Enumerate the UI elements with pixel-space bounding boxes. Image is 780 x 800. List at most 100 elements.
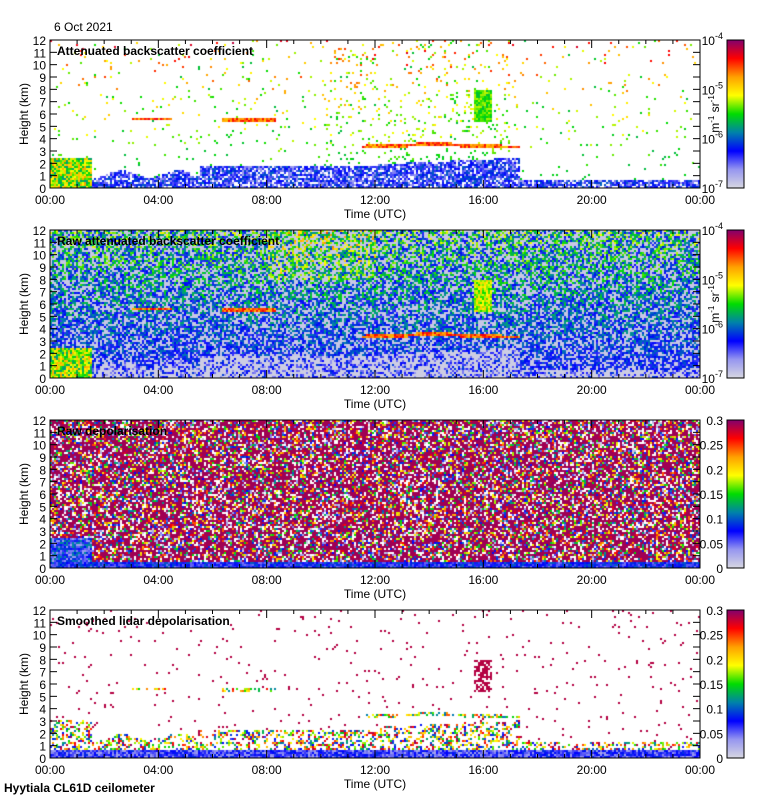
y-tick-label: 10 — [33, 629, 47, 643]
x-tick-label: 00:00 — [35, 763, 65, 777]
colorbar-tick-label: 0.3 — [706, 414, 723, 428]
y-tick-label: 0 — [39, 182, 46, 196]
x-tick-label: 00:00 — [35, 573, 65, 587]
y-tick-label: 6 — [39, 108, 46, 122]
panel-2: 0 1 2 3 4 5 6 7 8 9 10 11 12 00:00 04:00 08:00 12:00 16:0… — [0, 221, 780, 420]
x-tick-label: 12:00 — [360, 763, 390, 777]
y-tick-label: 1 — [39, 170, 46, 184]
y-tick-label: 7 — [39, 96, 46, 110]
y-tick-label: 11 — [34, 616, 47, 630]
y-tick-label: 9 — [39, 451, 46, 465]
panel-title: Attenuated backscatter coefficient — [57, 44, 254, 58]
x-tick-label: 20:00 — [577, 763, 607, 777]
colorbar-label: m-1 sr-1 — [707, 95, 722, 133]
y-axis-label: Height (km) — [17, 653, 31, 715]
y-tick-label: 1 — [39, 740, 46, 754]
y-tick-label: 11 — [34, 236, 47, 250]
colorbar-tick-label: 0 — [716, 752, 723, 766]
y-tick-label: 5 — [39, 120, 46, 134]
y-tick-label: 8 — [39, 83, 46, 97]
y-tick-label: 9 — [39, 261, 46, 275]
plot-frame — [49, 609, 701, 759]
colorbar-tick-label: 0.25 — [700, 629, 724, 643]
colorbar-tick-label: 0.25 — [700, 439, 724, 453]
y-tick-label: 10 — [33, 439, 47, 453]
panel-1: 0 1 2 3 4 5 6 7 8 9 10 11 12 00:00 04:00 08:00 12:00 16:0… — [0, 31, 780, 230]
y-tick-label: 5 — [39, 690, 46, 704]
x-tick-label: 00:00 — [685, 193, 715, 207]
colorbar-tick-label: 0.1 — [706, 513, 723, 527]
x-tick-label: 04:00 — [143, 193, 173, 207]
x-tick-label: 04:00 — [143, 763, 173, 777]
y-axis-label: Height (km) — [17, 83, 31, 145]
x-tick-label: 12:00 — [360, 573, 390, 587]
x-tick-label: 08:00 — [252, 193, 282, 207]
x-axis-label: Time (UTC) — [344, 207, 406, 221]
y-tick-label: 3 — [39, 715, 46, 729]
x-tick-label: 00:00 — [685, 573, 715, 587]
colorbar-tick-label: 0 — [716, 562, 723, 576]
y-tick-label: 1 — [39, 360, 46, 374]
colorbar-tick-label: 10-7 — [702, 179, 723, 196]
heatmap-image — [50, 40, 700, 188]
colorbar-tick-label: 0.15 — [700, 488, 724, 502]
y-tick-label: 12 — [33, 224, 47, 238]
x-axis-label: Time (UTC) — [344, 587, 406, 601]
y-tick-label: 0 — [39, 752, 46, 766]
x-tick-label: 00:00 — [685, 763, 715, 777]
x-tick-label: 16:00 — [468, 383, 498, 397]
x-tick-label: 16:00 — [468, 193, 498, 207]
y-tick-label: 3 — [39, 145, 46, 159]
y-tick-label: 1 — [39, 550, 46, 564]
y-tick-label: 8 — [39, 273, 46, 287]
colorbar-tick-label: 0.3 — [706, 604, 723, 618]
y-tick-label: 6 — [39, 488, 46, 502]
colorbar-tick-label: 10-4 — [702, 31, 723, 48]
plot-frame — [49, 39, 701, 189]
panel-3: 0 1 2 3 4 5 6 7 8 9 10 11 12 00:00 04:00 08:00 12:00 16:0… — [0, 414, 780, 610]
colorbar — [726, 419, 745, 569]
colorbar-tick-label: 0.1 — [706, 703, 723, 717]
y-tick-label: 7 — [39, 666, 46, 680]
x-tick-label: 12:00 — [360, 193, 390, 207]
heatmap-image — [50, 610, 700, 758]
x-tick-label: 12:00 — [360, 383, 390, 397]
panel-title: Raw attenuated backscatter coefficient — [57, 234, 280, 248]
y-tick-label: 5 — [39, 310, 46, 324]
colorbar-tick-label: 10-5 — [702, 270, 723, 287]
x-axis-label: Time (UTC) — [344, 397, 406, 411]
colorbar-tick-label: 0.05 — [700, 727, 724, 741]
x-tick-label: 04:00 — [143, 383, 173, 397]
plot-frame — [49, 419, 701, 569]
x-tick-label: 08:00 — [252, 383, 282, 397]
x-tick-label: 16:00 — [468, 763, 498, 777]
colorbar-tick-label: 0.2 — [706, 463, 723, 477]
y-tick-label: 7 — [39, 286, 46, 300]
colorbar — [726, 609, 745, 759]
y-tick-label: 12 — [33, 604, 47, 618]
x-tick-label: 16:00 — [468, 573, 498, 587]
colorbar-tick-label: 0.15 — [700, 678, 724, 692]
y-tick-label: 0 — [39, 562, 46, 576]
y-tick-label: 0 — [39, 372, 46, 386]
y-axis-label: Height (km) — [17, 463, 31, 525]
x-tick-label: 08:00 — [252, 763, 282, 777]
colorbar — [726, 39, 745, 189]
heatmap-image — [50, 230, 700, 378]
y-tick-label: 2 — [39, 157, 46, 171]
x-tick-label: 08:00 — [252, 573, 282, 587]
x-tick-label: 00:00 — [685, 383, 715, 397]
y-tick-label: 2 — [39, 537, 46, 551]
y-tick-label: 6 — [39, 298, 46, 312]
y-tick-label: 10 — [33, 249, 47, 263]
y-tick-label: 2 — [39, 727, 46, 741]
instrument-label: Hyytiala CL61D ceilometer — [4, 781, 155, 795]
y-tick-label: 8 — [39, 463, 46, 477]
colorbar-label: m-1 sr-1 — [707, 285, 722, 323]
y-tick-label: 9 — [39, 71, 46, 85]
y-tick-label: 4 — [39, 133, 46, 147]
x-tick-label: 00:00 — [35, 193, 65, 207]
colorbar-tick-label: 10-7 — [702, 369, 723, 386]
colorbar-tick-label: 10-6 — [702, 130, 723, 147]
